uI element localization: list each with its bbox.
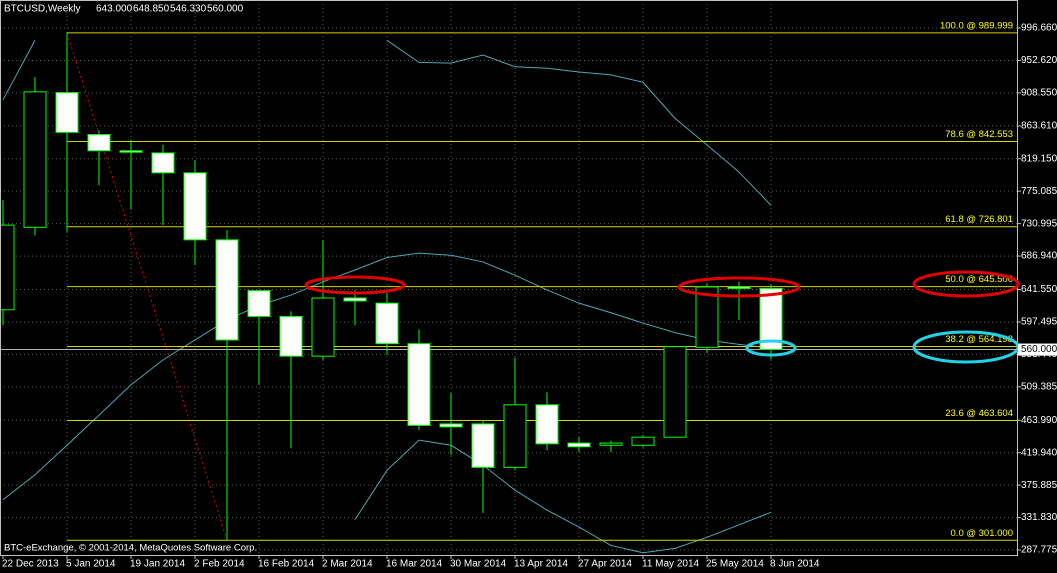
x-tick-label: 16 Feb 2014: [258, 559, 315, 570]
band-line: [2, 39, 772, 206]
cyan-ellipse: [745, 339, 797, 357]
candle-body: [0, 224, 15, 311]
candle-body: [567, 442, 591, 448]
x-tick-label: 25 May 2014: [706, 559, 764, 570]
red-ellipse: [912, 270, 1020, 298]
candle-body: [407, 343, 431, 426]
fib-label: 78.6 @ 842.553: [945, 129, 1013, 140]
close-value: 560.000: [207, 4, 244, 15]
x-tick-label: 16 Mar 2014: [386, 559, 443, 570]
candle-body: [151, 152, 175, 174]
y-tick-label: 996.660: [1021, 23, 1057, 34]
low-value: 546.330: [170, 4, 207, 15]
fib-label: 100.0 @ 989.999: [940, 20, 1013, 31]
x-tick-label: 13 Apr 2014: [514, 559, 568, 570]
candle-body: [311, 297, 335, 357]
candle-body: [279, 315, 303, 357]
y-tick-label: 509.385: [1021, 381, 1057, 392]
candle-body: [727, 286, 751, 289]
x-tick-label: 2 Feb 2014: [194, 559, 245, 570]
candle-body: [247, 290, 271, 317]
y-tick-label: 819.150: [1021, 153, 1057, 164]
fib-label: 38.2 @ 564.198: [945, 334, 1013, 345]
high-value: 648.850: [133, 4, 170, 15]
y-tick-label: 375.885: [1021, 480, 1057, 491]
candle-body: [663, 346, 687, 438]
x-tick-label: 2 Mar 2014: [322, 559, 373, 570]
candle-body: [343, 297, 367, 302]
candle-body: [87, 134, 111, 152]
y-tick-label: 952.620: [1021, 55, 1057, 66]
x-tick-label: 27 Apr 2014: [578, 559, 632, 570]
grid: [0, 0, 1017, 555]
candle-body: [215, 239, 239, 341]
x-tick-label: 11 May 2014: [642, 559, 700, 570]
price-label: 560.000: [1021, 344, 1057, 355]
fib-label: 0.0 @ 301.000: [951, 528, 1013, 539]
candle-body: [119, 150, 143, 153]
x-tick-label: 5 Jan 2014: [66, 559, 116, 570]
candle-body: [535, 404, 559, 445]
symbol: BTCUSD,Weekly: [4, 4, 81, 15]
candle-body: [471, 423, 495, 468]
header: BTCUSD,Weekly 643.000 648.850 546.330 56…: [4, 4, 244, 15]
open-value: 643.000: [96, 4, 133, 15]
annotations: [304, 270, 1020, 364]
x-tick-label: 8 Jun 2014: [770, 559, 820, 570]
y-tick-label: 908.550: [1021, 88, 1057, 99]
fib-label: 50.0 @ 645.500: [945, 274, 1013, 285]
y-tick-label: 463.990: [1021, 415, 1057, 426]
candle-body: [631, 436, 655, 446]
y-tick-label: 641.550: [1021, 284, 1057, 295]
y-tick-label: 863.610: [1021, 121, 1057, 132]
x-tick-label: 22 Dec 2013: [2, 559, 59, 570]
candle-body: [695, 286, 719, 348]
y-tick-label: 775.085: [1021, 186, 1057, 197]
y-tick-label: 597.495: [1021, 317, 1057, 328]
fib-label: 23.6 @ 463.604: [945, 408, 1013, 419]
price-label-box: [1018, 343, 1057, 356]
red-ellipse: [304, 275, 406, 295]
y-tick-label: 331.830: [1021, 512, 1057, 523]
candle-body: [503, 404, 527, 468]
red-ellipse: [677, 276, 801, 298]
band-line: [2, 252, 772, 501]
x-tick-label: 19 Jan 2014: [130, 559, 185, 570]
candle-body: [599, 442, 623, 446]
y-tick-label: 287.775: [1021, 545, 1057, 556]
band-line: [354, 439, 772, 554]
footer: BTC-eExchange, © 2001-2014, MetaQuotes S…: [4, 543, 257, 554]
plot: 100.0 @ 989.999 78.6 @ 842.553 61.8 @ 726.…: [0, 20, 1017, 554]
fib-label: 61.8 @ 726.801: [945, 214, 1013, 225]
candle-body: [375, 302, 399, 345]
candle-body: [55, 92, 79, 133]
candle-body: [759, 287, 783, 351]
y-tick-label: 419.940: [1021, 447, 1057, 458]
candle-body: [23, 91, 47, 228]
frame: [0, 0, 1018, 556]
y-tick-label: 730.995: [1021, 218, 1057, 229]
x-tick-label: 30 Mar 2014: [450, 559, 507, 570]
candle-body: [183, 172, 207, 241]
candle-body: [439, 423, 463, 428]
y-tick-label: 686.940: [1021, 251, 1057, 262]
